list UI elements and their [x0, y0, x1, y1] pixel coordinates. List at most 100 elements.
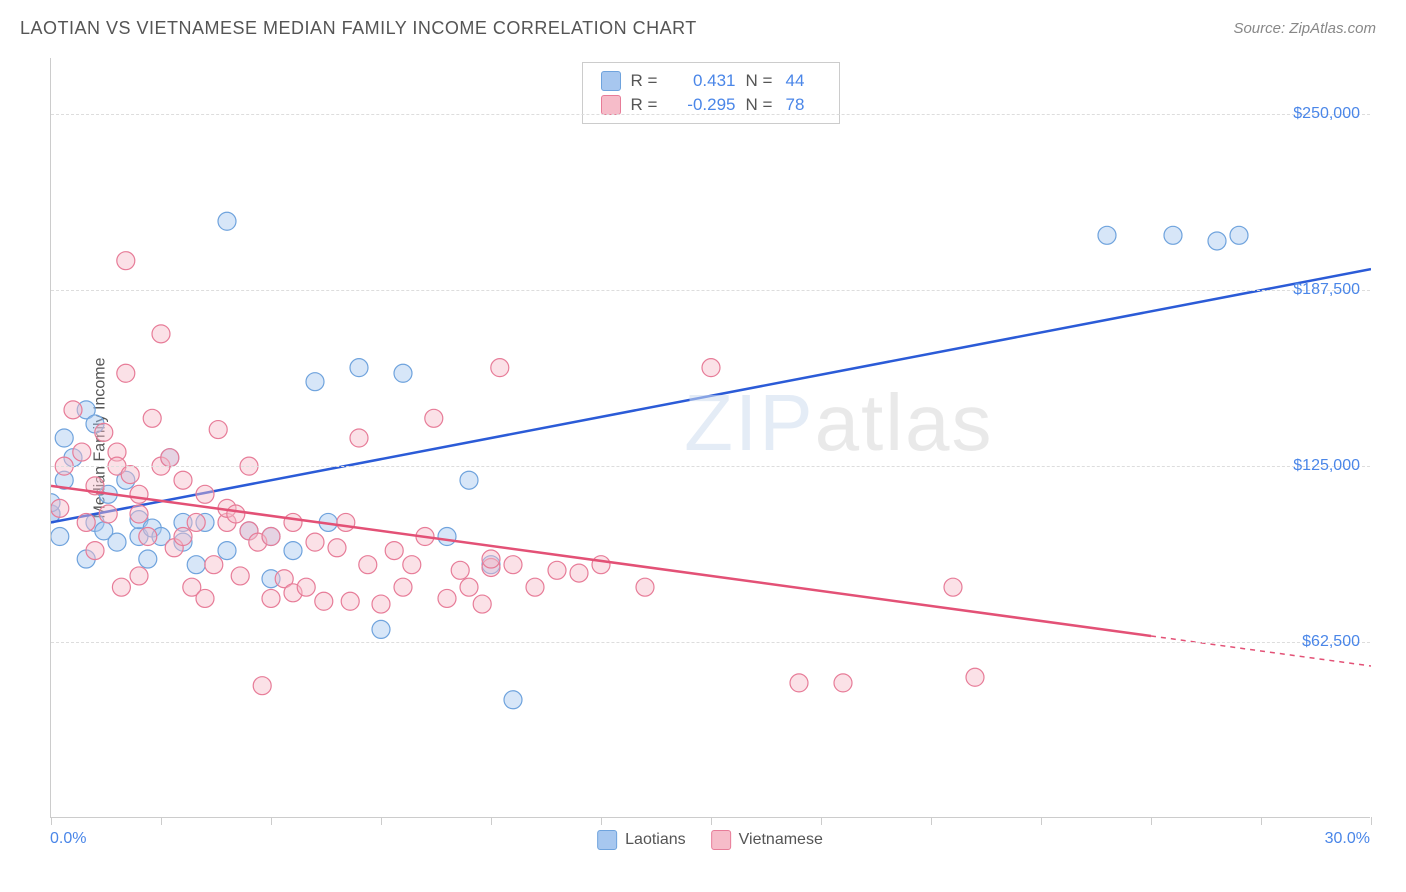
data-point — [491, 359, 509, 377]
stat-n-value: 78 — [786, 95, 821, 115]
data-point — [196, 485, 214, 503]
data-point — [403, 556, 421, 574]
x-tick — [821, 817, 822, 825]
data-point — [95, 423, 113, 441]
data-point — [966, 668, 984, 686]
data-point — [1164, 226, 1182, 244]
data-point — [482, 550, 500, 568]
data-point — [117, 252, 135, 270]
data-point — [504, 556, 522, 574]
data-point — [315, 592, 333, 610]
data-point — [108, 533, 126, 551]
data-point — [130, 567, 148, 585]
data-point — [253, 677, 271, 695]
data-point — [284, 542, 302, 560]
data-point — [64, 401, 82, 419]
gridline — [51, 290, 1370, 291]
data-point — [359, 556, 377, 574]
legend-swatch — [601, 95, 621, 115]
chart-header: LAOTIAN VS VIETNAMESE MEDIAN FAMILY INCO… — [0, 0, 1406, 49]
data-point — [55, 429, 73, 447]
x-max-label: 30.0% — [1325, 830, 1370, 848]
chart-title: LAOTIAN VS VIETNAMESE MEDIAN FAMILY INCO… — [20, 18, 697, 39]
data-point — [297, 578, 315, 596]
data-point — [196, 589, 214, 607]
legend-label: Vietnamese — [739, 831, 823, 849]
data-point — [130, 505, 148, 523]
data-point — [350, 429, 368, 447]
stats-row: R =0.431N =44 — [601, 69, 821, 93]
data-point — [473, 595, 491, 613]
data-point — [77, 513, 95, 531]
data-point — [1208, 232, 1226, 250]
data-point — [205, 556, 223, 574]
legend-swatch — [601, 71, 621, 91]
stat-n-value: 44 — [786, 71, 821, 91]
data-point — [790, 674, 808, 692]
data-point — [139, 550, 157, 568]
x-tick — [931, 817, 932, 825]
x-tick — [1261, 817, 1262, 825]
data-point — [438, 589, 456, 607]
data-point — [460, 471, 478, 489]
plot-area: ZIPatlas R =0.431N =44R =-0.295N =78 $62… — [50, 58, 1370, 818]
data-point — [174, 471, 192, 489]
data-point — [636, 578, 654, 596]
legend-swatch — [597, 830, 617, 850]
data-point — [73, 443, 91, 461]
data-point — [702, 359, 720, 377]
data-point — [944, 578, 962, 596]
x-tick — [1371, 817, 1372, 825]
legend-item: Laotians — [597, 830, 686, 850]
data-point — [187, 513, 205, 531]
data-point — [86, 542, 104, 560]
x-tick — [1041, 817, 1042, 825]
trend-line — [51, 269, 1371, 522]
data-point — [548, 561, 566, 579]
gridline — [51, 114, 1370, 115]
data-point — [834, 674, 852, 692]
data-point — [394, 578, 412, 596]
data-point — [504, 691, 522, 709]
legend-item: Vietnamese — [711, 830, 823, 850]
x-min-label: 0.0% — [50, 830, 86, 848]
chart-container: Median Family Income ZIPatlas R =0.431N … — [50, 58, 1370, 818]
data-point — [460, 578, 478, 596]
gridline — [51, 466, 1370, 467]
data-point — [161, 449, 179, 467]
data-point — [143, 409, 161, 427]
data-point — [425, 409, 443, 427]
x-tick — [381, 817, 382, 825]
data-point — [438, 528, 456, 546]
x-tick — [161, 817, 162, 825]
x-tick — [1151, 817, 1152, 825]
data-point — [209, 421, 227, 439]
data-point — [51, 499, 69, 517]
stat-label: N = — [746, 71, 776, 91]
x-tick — [51, 817, 52, 825]
stat-r-value: -0.295 — [671, 95, 736, 115]
data-point — [526, 578, 544, 596]
y-tick-label: $125,000 — [1293, 457, 1360, 475]
data-point — [99, 505, 117, 523]
data-point — [121, 466, 139, 484]
data-point — [372, 595, 390, 613]
data-point — [306, 533, 324, 551]
data-point — [284, 513, 302, 531]
bottom-legend: Laotians Vietnamese — [597, 830, 823, 850]
legend-swatch — [711, 830, 731, 850]
x-tick — [271, 817, 272, 825]
chart-source: Source: ZipAtlas.com — [1233, 20, 1376, 37]
data-point — [570, 564, 588, 582]
data-point — [152, 325, 170, 343]
data-point — [1098, 226, 1116, 244]
data-point — [372, 620, 390, 638]
y-tick-label: $187,500 — [1293, 281, 1360, 299]
data-point — [139, 528, 157, 546]
data-point — [117, 364, 135, 382]
data-point — [262, 528, 280, 546]
x-tick — [601, 817, 602, 825]
data-point — [227, 505, 245, 523]
data-point — [218, 212, 236, 230]
data-point — [51, 528, 69, 546]
